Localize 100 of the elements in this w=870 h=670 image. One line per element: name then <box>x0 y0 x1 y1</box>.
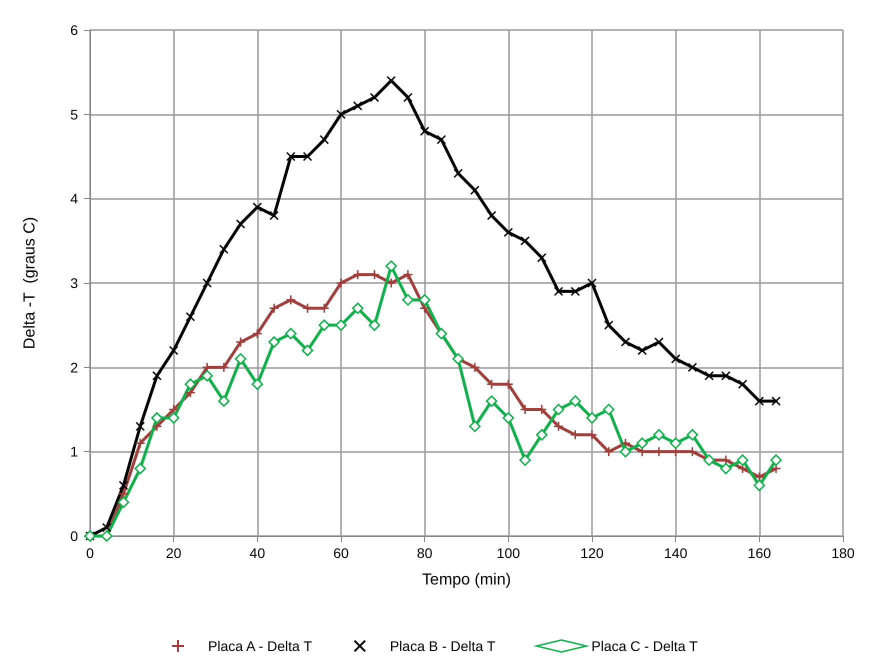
point <box>252 202 262 212</box>
point <box>570 286 580 296</box>
point <box>772 396 781 406</box>
x-tick-label: 80 <box>416 545 433 561</box>
point <box>519 454 531 466</box>
point <box>286 295 296 304</box>
point <box>502 412 514 424</box>
point <box>118 496 130 508</box>
point <box>202 278 212 288</box>
point <box>218 395 230 407</box>
point <box>770 454 782 466</box>
point <box>604 447 614 456</box>
point <box>754 396 764 406</box>
point <box>236 338 246 347</box>
x-tick-label: 0 <box>86 545 94 561</box>
point <box>653 429 665 441</box>
point <box>486 395 498 407</box>
point <box>418 294 430 306</box>
point <box>552 404 564 416</box>
point <box>303 152 312 161</box>
point <box>134 462 146 474</box>
point <box>738 380 748 389</box>
point <box>136 422 145 431</box>
point <box>754 480 766 492</box>
x-tick-label: 120 <box>580 545 604 561</box>
point <box>201 370 213 382</box>
point <box>620 338 630 347</box>
point <box>654 338 664 347</box>
point <box>353 101 362 110</box>
point <box>270 304 279 313</box>
point <box>520 236 530 246</box>
x-tick-label: 180 <box>831 545 855 561</box>
point <box>234 353 246 365</box>
point <box>368 319 380 331</box>
point <box>636 437 648 449</box>
x-tick-label: 140 <box>664 545 688 561</box>
point <box>370 92 379 102</box>
point <box>554 286 564 296</box>
point <box>168 412 180 424</box>
y-tick-label: 4 <box>70 190 78 207</box>
x-tick-label: 60 <box>333 545 349 561</box>
point <box>403 270 412 280</box>
point <box>721 371 730 380</box>
y-tick-label: 5 <box>70 106 78 122</box>
point <box>335 319 347 331</box>
point <box>604 320 614 330</box>
point <box>588 278 596 288</box>
point <box>620 446 632 458</box>
y-tick-label: 3 <box>70 275 78 291</box>
point <box>638 346 647 355</box>
legend-label: Placa B - Delta T <box>390 638 496 654</box>
point <box>318 319 330 331</box>
point <box>554 422 564 431</box>
y-tick-label: 2 <box>70 359 78 376</box>
point <box>102 523 112 532</box>
point <box>336 110 346 119</box>
point <box>385 260 397 272</box>
point <box>602 404 614 416</box>
point <box>352 302 364 314</box>
y-axis-title: Delta -T (graus C) <box>22 216 38 350</box>
point <box>252 378 264 390</box>
x-tick-label: 40 <box>250 545 266 561</box>
point <box>436 135 446 144</box>
point <box>169 346 178 355</box>
x-tick-label: 100 <box>496 545 520 561</box>
point <box>670 437 682 449</box>
point <box>536 429 548 441</box>
y-tick-label: 1 <box>70 444 78 460</box>
point <box>252 329 262 338</box>
point <box>570 395 582 407</box>
point <box>320 135 329 144</box>
point <box>151 412 163 424</box>
point <box>469 420 481 432</box>
point <box>184 378 196 390</box>
point <box>470 186 480 195</box>
point <box>686 429 698 441</box>
point <box>152 371 162 380</box>
x-axis-title: Tempo (min) <box>422 572 511 588</box>
point <box>487 211 496 220</box>
point <box>236 219 246 228</box>
point <box>219 244 228 254</box>
point <box>386 278 396 288</box>
point <box>586 412 598 424</box>
point <box>688 362 697 372</box>
point <box>704 371 714 380</box>
point <box>420 126 430 136</box>
point <box>285 328 297 340</box>
y-tick-label: 6 <box>70 22 78 38</box>
point <box>169 405 178 414</box>
point <box>537 253 546 262</box>
point <box>136 438 145 448</box>
legend-label: Placa A - Delta T <box>208 638 312 654</box>
point <box>720 462 732 474</box>
x-tick-label: 160 <box>748 545 772 561</box>
point <box>403 92 412 102</box>
point <box>268 336 280 348</box>
x-tick-label: 20 <box>166 545 182 561</box>
legend-label: Placa C - Delta T <box>591 638 698 654</box>
point <box>186 312 195 322</box>
point <box>286 152 296 161</box>
